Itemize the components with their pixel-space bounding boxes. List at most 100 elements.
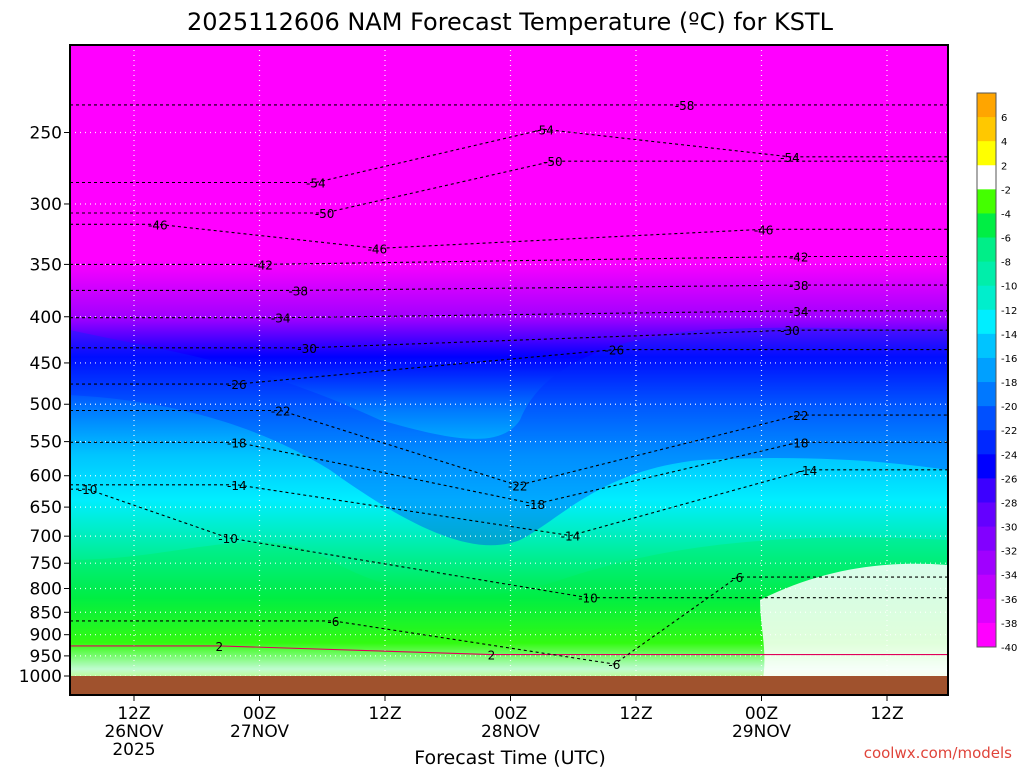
colorbar-label: -32	[1001, 547, 1017, 558]
colorbar-swatch	[977, 478, 996, 503]
plot-frame	[69, 44, 949, 696]
isotherm-label: -58	[675, 99, 695, 113]
isotherm-label: -6	[608, 658, 620, 672]
grid-lines	[70, 45, 948, 695]
isotherm-label: -50	[543, 155, 563, 169]
y-tick-label: 600	[30, 467, 62, 487]
colorbar-label: -22	[1001, 426, 1017, 437]
isotherm-label: -14	[561, 530, 581, 544]
colorbar-label: -8	[1001, 258, 1011, 269]
isotherm-label: 2	[488, 649, 496, 663]
colorbar-swatch	[977, 406, 996, 431]
colorbar-swatch	[977, 165, 996, 190]
y-tick-label: 850	[30, 603, 62, 623]
isotherm-label: -54	[780, 151, 800, 165]
colorbar-label: -36	[1001, 595, 1017, 606]
colorbar-swatch	[977, 333, 996, 359]
y-tick-label: 400	[30, 308, 62, 328]
colorbar-swatch	[977, 622, 996, 648]
isotherm-label: -46	[754, 223, 774, 237]
isotherm-line	[70, 409, 948, 486]
y-tick-label: 300	[30, 195, 62, 215]
colorbar-swatch	[977, 189, 996, 214]
colorbar-label: -18	[1001, 378, 1017, 389]
surface-warm-area	[760, 563, 948, 690]
isotherm-label: -14	[798, 464, 818, 478]
isotherm-line	[70, 469, 948, 537]
isotherm-label: -6	[731, 571, 743, 585]
isotherm-label: -50	[315, 207, 335, 221]
x-tick-label: 29NOV	[732, 722, 791, 742]
colorbar-label: 2	[1001, 161, 1007, 172]
isotherm-label: -10	[78, 483, 98, 497]
colorbar-swatch	[977, 502, 996, 528]
colorbar: 6 4 2 -2 -4 -6 -8 -10 -12 -14 -16 -18 -20 -22 -24 -26 -2…	[976, 92, 1017, 654]
colorbar-label: -14	[1001, 330, 1017, 341]
x-tick-label: 00Z	[494, 704, 527, 724]
colorbar-swatch	[977, 357, 996, 383]
plot-area: -58 -54 -54 -54 -50 -50 -46 -46 -46 -42 -42 -38 -38 -…	[70, 45, 948, 695]
colorbar-swatch	[977, 237, 996, 263]
isotherm-label: 2	[215, 640, 223, 654]
x-tick-label: 2025	[112, 740, 155, 760]
isotherm-label: -14	[227, 479, 247, 493]
colorbar-swatch	[977, 285, 996, 311]
y-tick-label: 450	[30, 354, 62, 374]
x-tick-label: 12Z	[368, 704, 401, 724]
isotherm-label: -54	[534, 123, 554, 137]
colorbar-label: -12	[1001, 306, 1017, 317]
isotherm-labels: -58 -54 -54 -54 -50 -50 -46 -46 -46 -42 -42 -38 -38 -…	[78, 99, 818, 672]
isotherm-label: -6	[327, 615, 339, 629]
x-tick-label: 27NOV	[230, 722, 289, 742]
colorbar-swatch	[977, 574, 996, 600]
x-axis-label: Forecast Time (UTC)	[414, 747, 605, 768]
colorbar-label: -16	[1001, 354, 1017, 365]
isotherm-label: -46	[367, 242, 387, 256]
colorbar-label: -38	[1001, 619, 1017, 630]
isotherm-line	[70, 576, 948, 665]
isotherm-line	[70, 223, 948, 249]
isotherm-label: -54	[306, 176, 326, 190]
isotherm-label: -22	[271, 404, 291, 418]
y-tick-label: 550	[30, 433, 62, 453]
y-tick-label: 800	[30, 580, 62, 600]
isotherm-label: -38	[789, 279, 809, 293]
chart-title: 2025112606 NAM Forecast Temperature (ºC)…	[187, 8, 834, 36]
colorbar-label: -30	[1001, 523, 1017, 534]
cold-trough-band	[70, 327, 948, 546]
ground-terrain	[70, 676, 948, 695]
isotherm-line	[70, 645, 948, 656]
isotherm-label: -42	[789, 250, 809, 264]
x-tick-label: 28NOV	[481, 722, 540, 742]
isotherm-label: -18	[227, 436, 247, 450]
isotherm-label: -34	[271, 312, 291, 326]
colorbar-swatch	[977, 526, 996, 552]
credit-text: coolwx.com/models	[864, 744, 1012, 762]
y-tick-label: 500	[30, 395, 62, 415]
isotherm-line	[70, 329, 948, 349]
y-tick-label: 250	[30, 123, 62, 143]
colorbar-label: -28	[1001, 498, 1017, 509]
isotherm-label: -42	[253, 258, 273, 272]
colorbar-label: 4	[1001, 137, 1007, 148]
colorbar-label: -24	[1001, 450, 1017, 461]
colorbar-swatch	[977, 117, 996, 142]
colorbar-label: -6	[1001, 234, 1011, 245]
colorbar-label: -4	[1001, 209, 1011, 220]
x-tick-label: 12Z	[117, 704, 150, 724]
colorbar-label: -10	[1001, 282, 1017, 293]
colorbar-swatch	[977, 141, 996, 166]
colorbar-swatch	[977, 93, 996, 118]
colorbar-swatch	[977, 213, 996, 239]
isotherm-line	[70, 284, 948, 291]
isotherm-line	[70, 310, 948, 319]
isotherm-label: -22	[789, 409, 809, 423]
y-tick-label: 650	[30, 498, 62, 518]
colorbar-swatch	[977, 550, 996, 576]
isotherm-label: -38	[288, 284, 308, 298]
isotherm-label: -18	[789, 436, 809, 450]
isotherm-line	[70, 128, 948, 184]
colorbar-label: 6	[1001, 113, 1007, 124]
